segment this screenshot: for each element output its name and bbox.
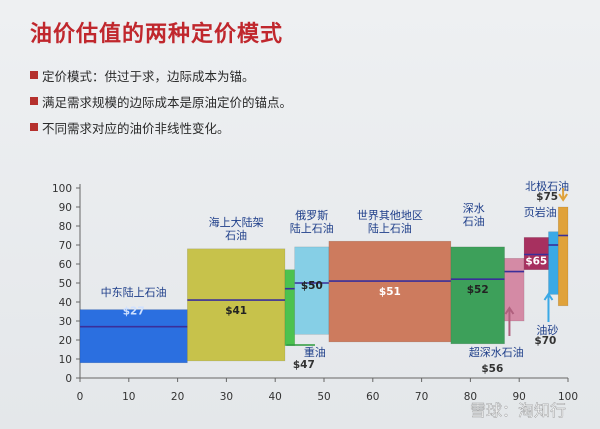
value-label: $52 bbox=[467, 284, 489, 296]
category-label: 页岩油 bbox=[524, 205, 557, 219]
heavy-oil-pointer bbox=[286, 344, 315, 346]
y-tick-label: 30 bbox=[59, 316, 72, 328]
bullet-text: 不同需求对应的油价非线性变化。 bbox=[42, 120, 230, 136]
x-tick-label: 10 bbox=[122, 391, 135, 403]
bullet-square-icon bbox=[30, 71, 38, 79]
bullet-square-icon bbox=[30, 123, 38, 131]
y-tick-label: 60 bbox=[59, 259, 72, 271]
category-label: 陆上石油 bbox=[290, 221, 334, 235]
x-tick-label: 50 bbox=[317, 391, 330, 403]
y-tick-label: 100 bbox=[52, 183, 72, 195]
category-label: 世界其他地区 bbox=[357, 209, 423, 222]
bullet-list: 定价模式：供过于求，边际成本为锚。 满足需求规模的边际成本是原油定价的锚点。 不… bbox=[30, 62, 292, 140]
category-label: 中东陆上石油 bbox=[101, 285, 167, 299]
x-tick-label: 0 bbox=[77, 391, 84, 403]
cost-bar bbox=[284, 269, 296, 347]
y-tick-label: 70 bbox=[59, 240, 72, 252]
value-label: $56 bbox=[481, 363, 503, 375]
category-label: 海上大陆架 bbox=[209, 215, 264, 229]
x-tick-label: 20 bbox=[171, 391, 184, 403]
y-tick-label: 20 bbox=[59, 335, 72, 347]
value-label: $70 bbox=[534, 335, 556, 347]
y-tick-label: 50 bbox=[59, 278, 72, 290]
bullet-item: 定价模式：供过于求，边际成本为锚。 bbox=[30, 62, 292, 88]
value-label: $47 bbox=[293, 359, 315, 371]
value-label: $41 bbox=[225, 305, 247, 317]
category-label: 陆上石油 bbox=[368, 221, 412, 235]
x-tick-label: 80 bbox=[464, 391, 477, 403]
x-tick-label: 70 bbox=[415, 391, 428, 403]
arctic-arrowhead bbox=[558, 193, 568, 202]
bullet-text: 定价模式：供过于求，边际成本为锚。 bbox=[42, 68, 255, 84]
cost-bar bbox=[328, 240, 452, 343]
category-label: 超深水石油 bbox=[469, 345, 524, 359]
x-tick-label: 30 bbox=[220, 391, 233, 403]
cost-bar bbox=[187, 248, 286, 362]
x-tick-label: 100 bbox=[558, 391, 578, 403]
slide-title: 油价估值的两种定价模式 bbox=[30, 22, 284, 47]
y-tick-label: 10 bbox=[59, 354, 72, 366]
y-tick-label: 90 bbox=[59, 202, 72, 214]
bullet-text: 满足需求规模的边际成本是原油定价的锚点。 bbox=[42, 94, 293, 110]
bullet-item: 满足需求规模的边际成本是原油定价的锚点。 bbox=[30, 88, 292, 114]
oil-sands-arrowhead bbox=[543, 292, 554, 301]
ultra-deep-arrowhead bbox=[504, 306, 515, 315]
bullet-square-icon bbox=[30, 97, 38, 105]
cost-bar bbox=[450, 246, 505, 345]
cost-bar bbox=[504, 257, 525, 322]
category-label: 俄罗斯 bbox=[295, 209, 328, 222]
bullet-item: 不同需求对应的油价非线性变化。 bbox=[30, 114, 292, 140]
y-tick-label: 40 bbox=[59, 297, 72, 309]
cost-bar bbox=[79, 309, 188, 364]
watermark-text: 雪球：淘知行 bbox=[470, 401, 566, 420]
x-tick-label: 60 bbox=[366, 391, 379, 403]
value-label: $65 bbox=[525, 256, 547, 268]
y-tick-label: 80 bbox=[59, 221, 72, 233]
y-tick-label: 0 bbox=[65, 373, 72, 385]
category-label: 深水 bbox=[463, 202, 485, 215]
value-label: $27 bbox=[123, 306, 145, 318]
category-label: 重油 bbox=[304, 345, 326, 359]
cost-bar bbox=[523, 237, 549, 270]
x-tick-label: 90 bbox=[513, 391, 526, 403]
value-label: $50 bbox=[301, 280, 323, 292]
value-label: $51 bbox=[379, 286, 401, 298]
category-label: 石油 bbox=[225, 228, 247, 242]
x-tick-label: 40 bbox=[269, 391, 282, 403]
cost-bar bbox=[548, 231, 559, 295]
category-label: 油砂 bbox=[536, 323, 558, 337]
value-label: $75 bbox=[536, 191, 558, 203]
category-label: 石油 bbox=[463, 214, 485, 228]
cost-bar bbox=[557, 206, 569, 307]
category-label: 北极石油 bbox=[525, 179, 569, 193]
